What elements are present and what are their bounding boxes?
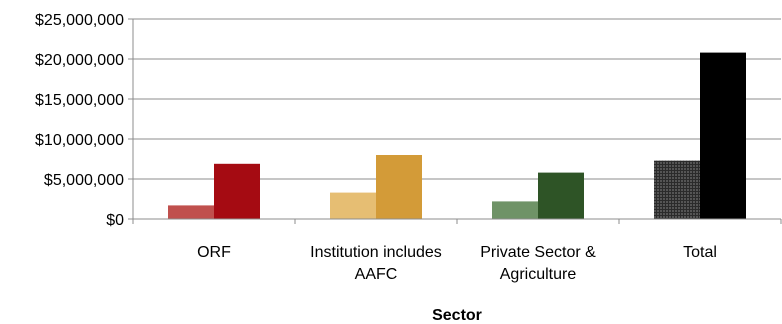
category-label: ORF [197,244,231,261]
bar [538,172,584,219]
y-tick-label: $5,000,000 [44,172,124,189]
bar [168,205,214,219]
y-tick-label: $20,000,000 [35,52,124,69]
bar [492,201,538,219]
category-label: Institution includes AAFC [310,244,442,283]
y-tick-label: $15,000,000 [35,92,124,109]
axes [128,18,782,224]
y-tick-label: $25,000,000 [35,12,124,29]
y-tick-label: $10,000,000 [35,132,124,149]
bars [168,52,746,219]
bar [330,192,376,219]
bar [214,163,260,219]
bar [700,52,746,219]
y-tick-label: $0 [106,212,124,229]
gridlines [133,18,781,180]
category-label: Private Sector & Agriculture [480,244,596,283]
x-axis-title: Sector [432,307,482,324]
bar [654,160,700,219]
category-label: Total [683,244,717,261]
category-labels: ORF Institution includes AAFC Private Secto… [197,244,717,283]
bar [376,155,422,219]
y-tick-labels: $0 $5,000,000 $10,000,000 $15,000,000 $20,00… [35,12,124,229]
